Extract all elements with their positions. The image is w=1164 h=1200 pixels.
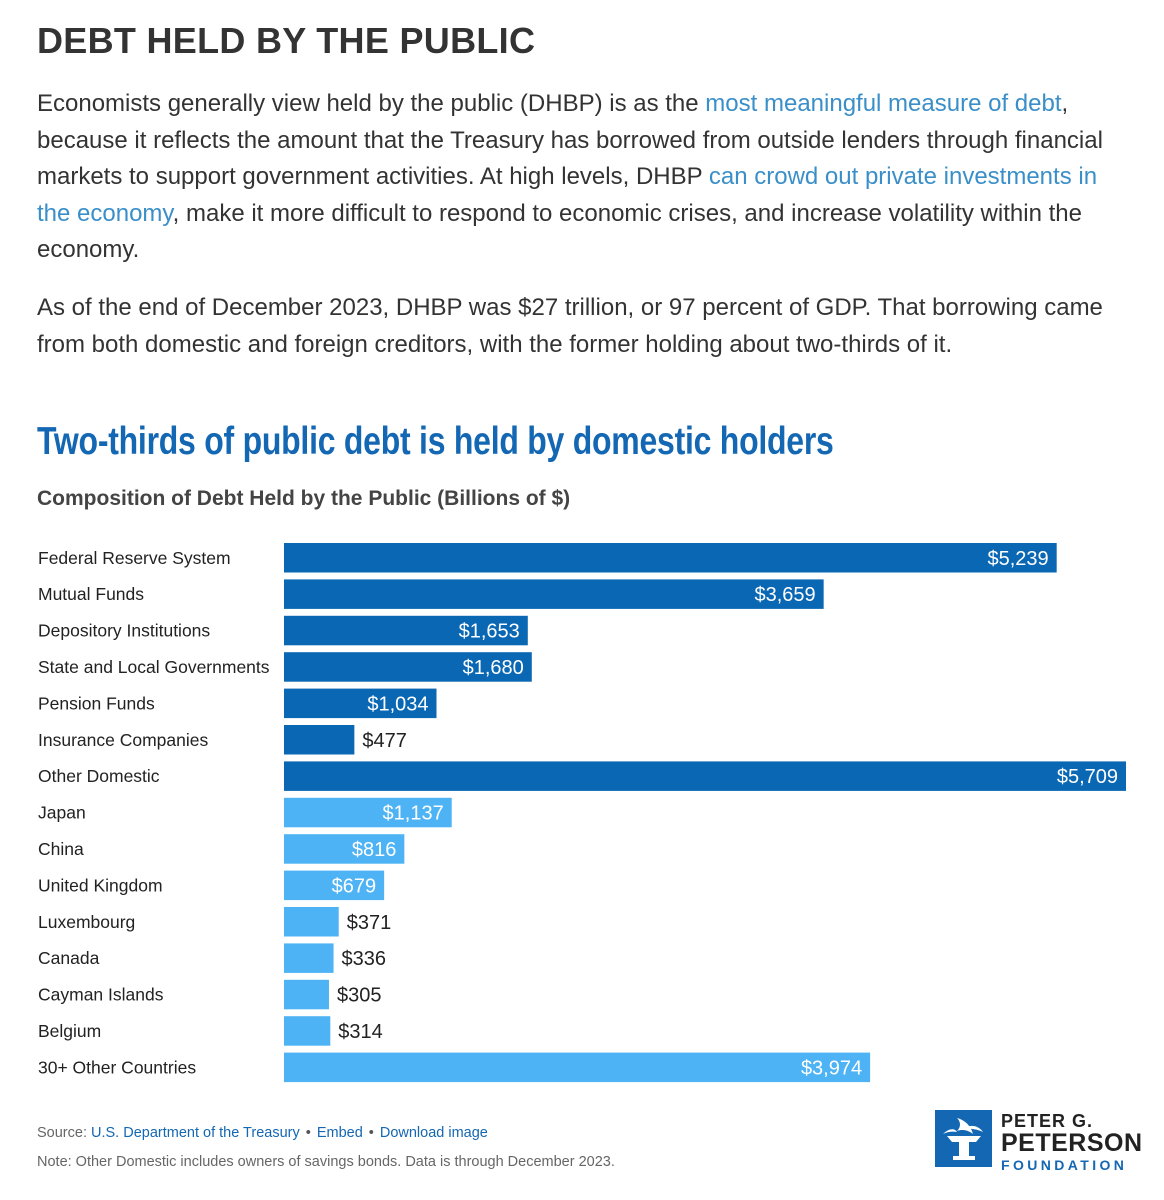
bar[interactable] <box>284 615 528 646</box>
category-label: Pension Funds <box>38 693 155 713</box>
bar[interactable] <box>284 870 385 901</box>
logo-wordmark: PETER G. PETERSON FOUNDATION <box>1001 1110 1143 1172</box>
bar[interactable] <box>284 652 532 682</box>
bar[interactable] <box>284 943 334 973</box>
value-label: $816 <box>352 839 397 861</box>
value-label: $5,709 <box>1057 766 1118 788</box>
category-label: United Kingdom <box>38 875 163 895</box>
torch-icon <box>935 1110 992 1167</box>
category-label: Other Domestic <box>38 766 160 786</box>
value-label: $1,034 <box>367 693 428 715</box>
bar[interactable] <box>284 1052 871 1083</box>
value-label: $1,137 <box>383 803 444 825</box>
source-label: Source: <box>37 1125 91 1141</box>
value-label: $371 <box>347 912 392 934</box>
value-label: $3,974 <box>801 1057 862 1079</box>
bar[interactable] <box>284 761 1126 791</box>
bar[interactable] <box>284 1016 331 1046</box>
chart-subtitle: Composition of Debt Held by the Public (… <box>37 487 571 510</box>
download-image-link[interactable]: Download image <box>379 1125 488 1141</box>
chart-title: Two-thirds of public debt is held by dom… <box>37 420 834 463</box>
bar-chart: Federal Reserve System $5,239 Mutual Funds… <box>38 543 1126 1083</box>
logo-line-2: PETERSON <box>1001 1129 1143 1157</box>
treasury-source-link[interactable]: U.S. Department of the Treasury <box>91 1125 300 1141</box>
category-label: China <box>38 839 84 859</box>
value-label: $1,680 <box>463 657 524 679</box>
separator-dot: • <box>368 1125 374 1141</box>
category-label: Cayman Islands <box>38 985 164 1005</box>
value-label: $679 <box>332 875 377 897</box>
value-label: $336 <box>342 948 387 970</box>
dhbp-paragraph: As of the end of December 2023, DHBP was… <box>37 294 1103 358</box>
value-label: $477 <box>362 730 407 752</box>
bar[interactable] <box>284 979 329 1010</box>
value-label: $305 <box>337 985 382 1007</box>
value-label: $314 <box>338 1021 383 1043</box>
intro-text-2: , because it reflects the amount that th… <box>37 90 1103 190</box>
category-label: Federal Reserve System <box>38 548 231 568</box>
intro-text-1: Economists generally view held by the pu… <box>37 90 706 117</box>
bar[interactable] <box>284 907 339 937</box>
category-label: Canada <box>38 948 100 968</box>
bar[interactable] <box>284 725 355 755</box>
peterson-foundation-logo[interactable]: PETER G. PETERSON FOUNDATION <box>935 1110 1142 1172</box>
category-label: Insurance Companies <box>38 730 208 750</box>
value-label: $3,659 <box>754 584 815 606</box>
crowd-out-link[interactable]: can crowd out private investments in the… <box>37 163 1098 227</box>
value-label: $1,653 <box>459 621 520 643</box>
embed-link[interactable]: Embed <box>316 1125 363 1141</box>
intro-text-3: , make it more difficult to respond to e… <box>37 199 1082 264</box>
logo-line-3: FOUNDATION <box>1001 1157 1128 1173</box>
category-label: 30+ Other Countries <box>38 1057 196 1077</box>
category-label: Depository Institutions <box>38 621 210 641</box>
category-label: Luxembourg <box>38 912 135 932</box>
logo-line-1: PETER G. <box>1001 1111 1094 1131</box>
category-label: Mutual Funds <box>38 584 144 604</box>
bar[interactable] <box>284 579 824 609</box>
section-title: DEBT HELD BY THE PUBLIC <box>37 20 536 61</box>
bar[interactable] <box>284 688 437 719</box>
bar[interactable] <box>284 543 1057 573</box>
category-label: Japan <box>38 803 86 823</box>
category-label: State and Local Governments <box>38 657 270 677</box>
meaningful-measure-link[interactable]: most meaningful measure of debt <box>705 90 1062 117</box>
value-label: $5,239 <box>988 548 1049 570</box>
bar[interactable] <box>284 797 452 828</box>
category-label: Belgium <box>38 1021 101 1041</box>
intro-paragraph: Economists generally view held by the pu… <box>37 86 1127 269</box>
chart-source: Source: U.S. Department of the Treasury •… <box>37 1125 488 1141</box>
separator-dot: • <box>305 1125 311 1141</box>
chart-note: Note: Other Domestic includes owners of … <box>37 1154 615 1170</box>
bar[interactable] <box>284 834 405 864</box>
